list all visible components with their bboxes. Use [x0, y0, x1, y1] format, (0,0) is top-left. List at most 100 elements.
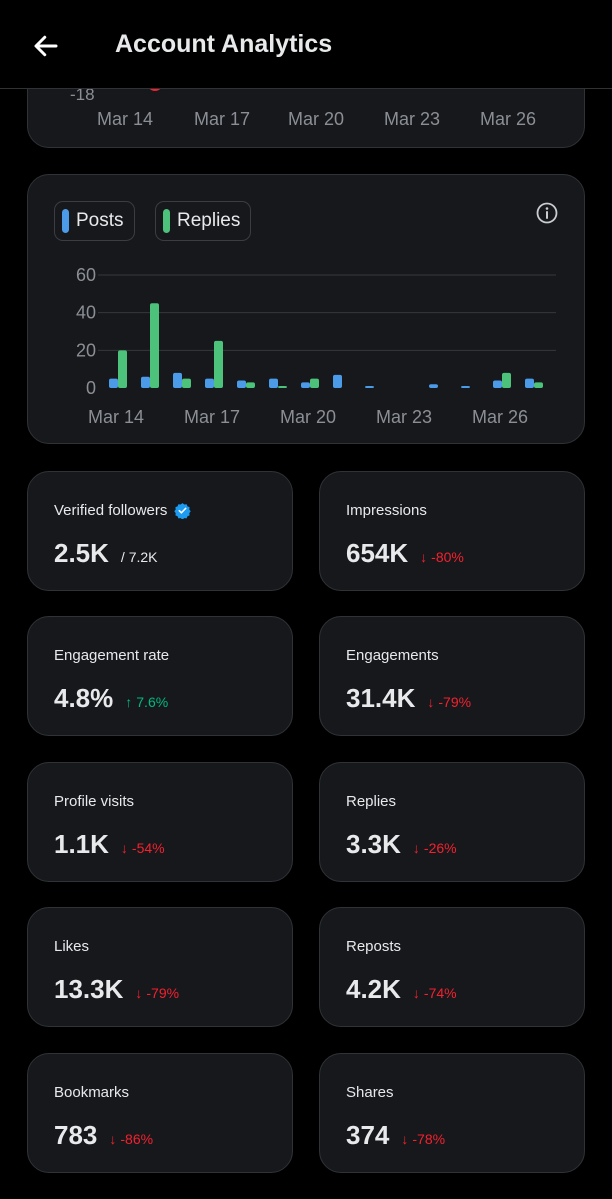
bar-replies [310, 378, 319, 388]
legend-replies[interactable]: Replies [155, 201, 252, 241]
arrow-left-icon [34, 35, 58, 57]
metric-label: Engagements [346, 647, 439, 664]
bar-posts [301, 382, 310, 388]
metric-label: Shares [346, 1084, 394, 1101]
metric-value: 783 [54, 1120, 98, 1150]
legend-posts[interactable]: Posts [54, 201, 135, 241]
bar-posts [525, 378, 534, 388]
bar-replies [150, 303, 159, 388]
metric-card-verified-followers[interactable]: Verified followers 2.5K / 7.2K [27, 471, 293, 591]
metric-value-row: 654K ↓ -80% [346, 538, 464, 569]
metric-value-row: 4.8% ↑ 7.6% [54, 683, 168, 714]
verified-badge-icon [174, 503, 192, 519]
metric-value: 13.3K [54, 974, 124, 1004]
bar-posts [205, 378, 214, 388]
bar-posts [461, 386, 470, 388]
arrow-up-icon: ↑ [125, 694, 133, 710]
metric-delta: ↑ 7.6% [125, 694, 168, 710]
x-tick-label: Mar 17 [194, 109, 251, 129]
arrow-down-icon: ↓ [135, 985, 143, 1001]
metric-label-text: Engagements [346, 647, 439, 664]
metric-label-text: Likes [54, 938, 90, 955]
activity-chart-card: 60 40 20 0 Mar 14 Mar 17 Mar 20 Mar 23 Mar 26 Po… [27, 174, 585, 444]
arrow-down-icon: ↓ [427, 694, 435, 710]
metric-delta: ↓ -80% [420, 549, 464, 565]
legend-swatch [163, 209, 170, 233]
y-tick-label: 40 [76, 303, 96, 323]
metric-label-text: Impressions [346, 502, 427, 519]
y-tick-label: 0 [86, 378, 96, 398]
bar-posts [269, 378, 278, 388]
x-tick-label: Mar 14 [97, 109, 154, 129]
page-title: Account Analytics [115, 30, 333, 58]
metric-value: 374 [346, 1120, 390, 1150]
metric-delta-text: -86% [120, 1131, 154, 1147]
metric-delta-text: -78% [412, 1131, 446, 1147]
arrow-down-icon: ↓ [120, 840, 128, 856]
back-button[interactable] [26, 26, 66, 66]
metric-value: 654K [346, 538, 409, 568]
bar-replies [534, 382, 543, 388]
x-tick-label: Mar 14 [88, 407, 144, 427]
metric-value: 2.5K [54, 538, 109, 568]
metric-label: Impressions [346, 502, 427, 519]
legend-label: Posts [76, 210, 124, 231]
metric-card-bookmarks[interactable]: Bookmarks 783 ↓ -86% [27, 1053, 293, 1173]
metric-value-row: 31.4K ↓ -79% [346, 683, 471, 714]
metric-label-text: Engagement rate [54, 647, 170, 664]
arrow-down-icon: ↓ [412, 840, 420, 856]
bar-posts [493, 380, 502, 388]
metric-label-text: Profile visits [54, 793, 135, 810]
arrow-down-icon: ↓ [109, 1131, 117, 1147]
bar-replies [182, 378, 191, 388]
metric-label-text: Bookmarks [54, 1084, 130, 1101]
bar-replies [246, 382, 255, 388]
metric-label: Reposts [346, 938, 401, 955]
bar-posts [429, 384, 438, 388]
metric-card-reposts[interactable]: Reposts 4.2K ↓ -74% [319, 907, 585, 1027]
metric-card-replies[interactable]: Replies 3.3K ↓ -26% [319, 762, 585, 882]
x-tick-label: Mar 17 [184, 407, 240, 427]
metric-card-profile-visits[interactable]: Profile visits 1.1K ↓ -54% [27, 762, 293, 882]
metric-value-row: 13.3K ↓ -79% [54, 974, 179, 1005]
x-tick-label: Mar 23 [376, 407, 432, 427]
metric-label-text: Replies [346, 793, 397, 810]
metric-label: Likes [54, 938, 89, 955]
metric-card-likes[interactable]: Likes 13.3K ↓ -79% [27, 907, 293, 1027]
arrow-down-icon: ↓ [401, 1131, 409, 1147]
activity-bar-chart: 60 40 20 0 Mar 14 Mar 17 Mar 20 Mar 23 Mar 26 [76, 265, 556, 427]
metric-delta: ↓ -79% [135, 985, 179, 1001]
x-tick-label: Mar 23 [384, 109, 441, 129]
metric-card-engagements[interactable]: Engagements 31.4K ↓ -79% [319, 616, 585, 736]
metric-value: 3.3K [346, 829, 401, 859]
metric-delta-text: 7.6% [136, 694, 169, 710]
legend-label: Replies [177, 210, 241, 231]
x-tick-label: Mar 26 [472, 407, 528, 427]
metric-value: 4.8% [54, 683, 114, 713]
header-bar: Account Analytics [0, 0, 612, 89]
bar-posts [333, 374, 342, 388]
metric-delta-text: -26% [423, 840, 457, 856]
info-icon[interactable] [535, 201, 559, 225]
metric-value-row: 1.1K ↓ -54% [54, 829, 165, 860]
metric-total: / 7.2K [120, 549, 158, 565]
x-tick-label: Mar 26 [480, 109, 537, 129]
metric-delta-text: -54% [131, 840, 165, 856]
metric-delta: ↓ -78% [401, 1131, 445, 1147]
metric-delta-text: -79% [146, 985, 180, 1001]
x-tick-label: Mar 20 [280, 407, 336, 427]
metric-label: Replies [346, 793, 396, 810]
x-tick-label: Mar 20 [288, 109, 345, 129]
bar-posts [237, 380, 246, 388]
metric-card-impressions[interactable]: Impressions 654K ↓ -80% [319, 471, 585, 591]
metric-card-shares[interactable]: Shares 374 ↓ -78% [319, 1053, 585, 1173]
metric-label: Verified followers [54, 502, 192, 519]
metric-card-engagement-rate[interactable]: Engagement rate 4.8% ↑ 7.6% [27, 616, 293, 736]
arrow-down-icon: ↓ [412, 985, 420, 1001]
y-tick-label: -18 [70, 85, 95, 104]
metric-delta-text: -79% [438, 694, 472, 710]
y-tick-label: 20 [76, 340, 96, 360]
bar-replies [214, 340, 223, 388]
metric-delta: ↓ -26% [413, 840, 457, 856]
metric-delta: ↓ -74% [413, 985, 457, 1001]
